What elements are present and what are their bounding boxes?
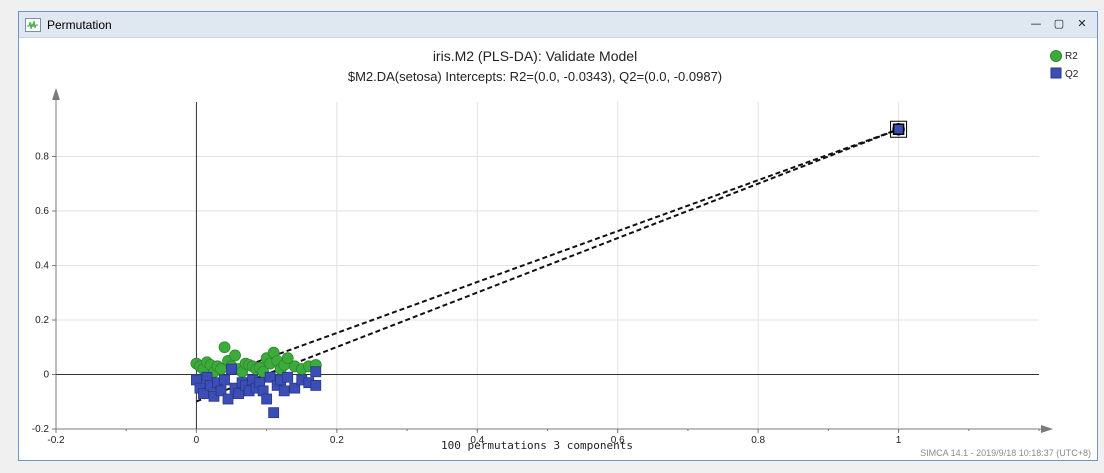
model-point-highlight <box>890 120 908 138</box>
y-tick-label: 0.8 <box>35 152 49 163</box>
r2-point <box>281 352 294 365</box>
y-tick-label: 0.4 <box>35 261 49 272</box>
r2-point <box>218 341 231 354</box>
legend-q2-label: Q2 <box>1065 69 1079 80</box>
x-tick-label: 0.6 <box>611 435 625 446</box>
x-tick-label: -0.2 <box>47 435 65 446</box>
q2-point <box>226 363 237 375</box>
y-tick-label: -0.2 <box>32 424 50 435</box>
maximize-icon[interactable]: ▢ <box>1053 17 1065 30</box>
close-icon[interactable]: ✕ <box>1077 17 1087 30</box>
q2-point <box>282 371 294 383</box>
q2-point <box>289 382 301 394</box>
chart-subtitle: $M2.DA(setosa) Intercepts: R2=(0.0, -0.0… <box>348 69 722 84</box>
x-tick-label: 0.2 <box>330 435 344 446</box>
q2-point <box>310 379 322 391</box>
footer-timestamp: SIMCA 14.1 - 2019/9/18 10:18:37 (UTC+8) <box>920 448 1091 458</box>
q2-point <box>264 371 276 383</box>
permutation-window: Permutation — ▢ ✕ -0.2 0 0.2 0.4 0.6 0.8 1 -0.2… <box>18 11 1098 461</box>
legend-q2-marker <box>1050 67 1062 79</box>
y-tick-label: 0 <box>43 370 49 381</box>
q2-point <box>208 390 220 402</box>
legend-r2-marker <box>1050 50 1062 62</box>
minimize-icon[interactable]: — <box>1030 17 1042 30</box>
q2-point <box>222 393 234 405</box>
y-axis-arrow <box>52 88 60 100</box>
x-tick-label: 0.4 <box>470 435 484 446</box>
x-axis-arrow <box>1041 425 1053 433</box>
q2-point <box>198 388 209 399</box>
q2-point <box>892 123 905 135</box>
permutation-chart[interactable]: -0.2 0 0.2 0.4 0.6 0.8 1 -0.2 0 0.2 0.4 0.6 0.8 iris… <box>19 38 1097 460</box>
y-tick-label: 0.6 <box>35 206 49 217</box>
window-title: Permutation <box>47 17 112 32</box>
x-axis-label: 100 permutations 3 components <box>441 439 633 452</box>
q2-point <box>215 385 227 397</box>
regression-line-q2 <box>196 128 899 403</box>
x-tick-label: 0 <box>194 435 200 446</box>
chart-title: iris.M2 (PLS-DA): Validate Model <box>433 48 637 64</box>
r2-point <box>229 349 241 362</box>
legend: R2 Q2 <box>1050 50 1079 80</box>
q2-point <box>268 407 280 419</box>
q2-point <box>219 374 230 386</box>
y-tick-label: 0.2 <box>35 315 49 326</box>
q2-point <box>233 388 244 399</box>
window-titlebar[interactable]: Permutation — ▢ ✕ <box>19 12 1097 38</box>
x-tick-label: 1 <box>896 435 902 446</box>
regression-line-r2 <box>196 128 899 385</box>
q2-point <box>278 385 290 397</box>
plot-area[interactable]: -0.2 0 0.2 0.4 0.6 0.8 1 -0.2 0 0.2 0.4 0.6 0.8 iris… <box>19 38 1097 460</box>
permutation-plot-icon <box>25 17 41 32</box>
q2-point <box>261 393 273 405</box>
q2-point <box>310 366 322 378</box>
x-tick-label: 0.8 <box>751 435 765 446</box>
legend-r2-label: R2 <box>1065 51 1078 62</box>
